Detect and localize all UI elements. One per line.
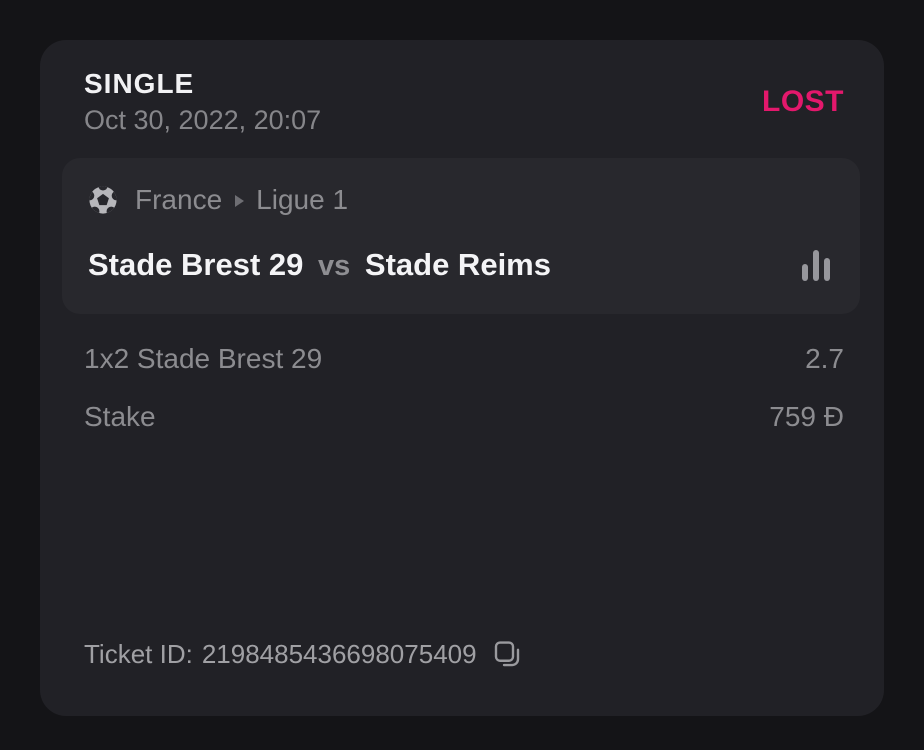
stake-value: 759 Đ [769, 401, 844, 432]
bet-ticket-card: SINGLE Oct 30, 2022, 20:07 LOST [40, 40, 884, 716]
ticket-footer: Ticket ID: 2198485436698075409 [62, 638, 860, 670]
stake-row: Stake 759 Đ [62, 400, 860, 434]
home-team-name: Stade Brest 29 [88, 247, 304, 282]
bar-chart-bar [824, 258, 830, 281]
league-label: Ligue 1 [256, 184, 349, 215]
bar-chart-bar [802, 264, 808, 281]
bar-chart-icon[interactable] [798, 249, 834, 281]
teams-row: Stade Brest 29 vs Stade Reims [88, 242, 834, 288]
ticket-header: SINGLE Oct 30, 2022, 20:07 LOST [62, 68, 860, 136]
bet-date: Oct 30, 2022, 20:07 [84, 105, 322, 135]
copy-ticket-id-button[interactable] [491, 638, 523, 670]
selection-odds: 2.7 [805, 343, 844, 374]
ticket-id-label: Ticket ID: [84, 638, 193, 669]
selection-label: 1x2 Stade Brest 29 [84, 343, 323, 374]
away-team-name: Stade Reims [364, 247, 551, 282]
match-card[interactable]: France Ligue 1 Stade Brest 29 vs Stade R… [62, 158, 860, 314]
ticket-id-value: 2198485436698075409 [201, 638, 477, 669]
vs-label: vs [318, 250, 351, 282]
ticket-id-text: Ticket ID: 2198485436698075409 [84, 639, 477, 670]
bar-chart-bar [813, 250, 819, 281]
country-label: France [135, 184, 223, 215]
selection-row: 1x2 Stade Brest 29 2.7 [62, 342, 860, 376]
stake-label: Stake [84, 401, 156, 432]
football-icon [88, 185, 118, 215]
breadcrumb-arrow-icon [235, 195, 245, 207]
match-title: Stade Brest 29 vs Stade Reims [88, 247, 551, 283]
ticket-header-left: SINGLE Oct 30, 2022, 20:07 [84, 68, 321, 136]
status-badge: LOST [762, 85, 844, 118]
bet-type-label: SINGLE [84, 68, 195, 99]
league-breadcrumb: France Ligue 1 [88, 184, 834, 216]
